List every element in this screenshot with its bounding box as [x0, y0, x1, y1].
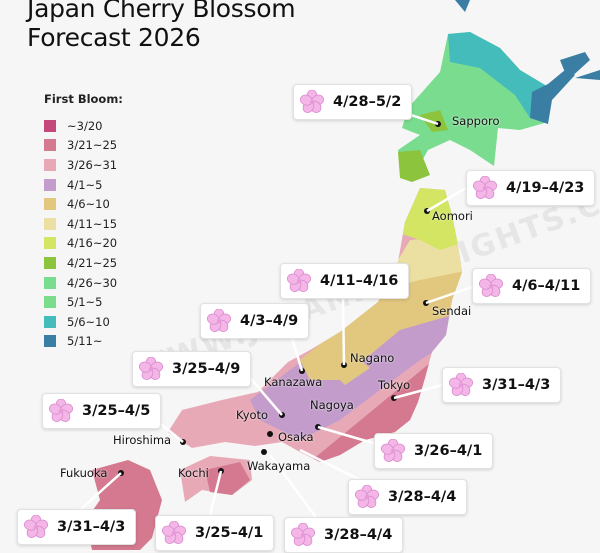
legend-label: 3/21~25 — [67, 138, 118, 153]
city-label: Osaka — [278, 430, 314, 444]
forecast-dates: 3/25–4/9 — [172, 361, 241, 377]
legend-item: 3/21~25 — [44, 136, 123, 156]
forecast-dates: 3/26–4/1 — [414, 443, 483, 459]
cherry-blossom-icon — [381, 439, 405, 462]
legend-label: 5/11~ — [67, 334, 103, 349]
forecast-dates: 4/6–4/11 — [512, 278, 581, 294]
cherry-blossom-icon — [162, 521, 186, 544]
legend-swatch — [44, 296, 56, 309]
page-title: Japan Cherry Blossom Forecast 2026 — [27, 0, 296, 52]
cherry-blossom-icon — [207, 309, 231, 332]
city-label: Nagoya — [310, 398, 354, 412]
forecast-callout: 3/31–4/3 — [442, 367, 562, 403]
legend-item: 4/26~30 — [44, 273, 123, 293]
legend-item: 4/16~20 — [44, 234, 123, 254]
legend-label: 4/26~30 — [67, 275, 118, 290]
forecast-callout: 4/19–4/23 — [466, 170, 596, 206]
forecast-callout: 3/26–4/1 — [374, 433, 494, 469]
city-label: Aomori — [432, 209, 473, 223]
legend-swatch — [44, 237, 56, 250]
forecast-dates: 3/28–4/4 — [324, 527, 393, 543]
legend-item: ~3/20 — [44, 116, 123, 136]
city-label: Nagano — [350, 351, 395, 365]
cherry-blossom-icon — [291, 523, 315, 546]
city-label: Sendai — [432, 304, 472, 318]
forecast-callout: 3/28–4/4 — [348, 479, 468, 515]
city-label: Kyoto — [236, 408, 269, 422]
forecast-dates: 3/25–4/1 — [195, 525, 264, 541]
cherry-blossom-icon — [287, 269, 311, 292]
legend-swatch — [44, 256, 56, 269]
legend-label: 4/16~20 — [67, 236, 118, 251]
legend-swatch — [44, 178, 56, 191]
legend-item: 5/1~5 — [44, 292, 123, 312]
legend-item: 4/1~5 — [44, 175, 123, 195]
forecast-callout: 3/25–4/5 — [42, 393, 162, 429]
legend-label: 5/6~10 — [67, 314, 110, 329]
cherry-blossom-icon — [139, 357, 163, 380]
legend-item: 3/26~31 — [44, 155, 123, 175]
city-label: Kochi — [178, 466, 209, 480]
legend-swatch — [44, 217, 56, 230]
cherry-blossom-icon — [479, 274, 503, 297]
forecast-callout: 4/11–4/16 — [280, 263, 410, 299]
legend-swatch — [44, 315, 56, 328]
forecast-dates: 4/11–4/16 — [320, 273, 399, 289]
legend-swatch — [44, 335, 56, 348]
cherry-blossom-icon — [49, 399, 73, 422]
legend: First Bloom: ~3/20 3/21~25 3/26~31 4/1~5 4/6… — [44, 92, 123, 351]
forecast-callout: 4/28–5/2 — [293, 84, 413, 120]
legend-swatch — [44, 158, 56, 171]
forecast-dates: 3/28–4/4 — [388, 489, 457, 505]
title-line-1: Japan Cherry Blossom — [27, 0, 296, 23]
legend-swatch — [44, 198, 56, 211]
legend-label: ~3/20 — [67, 118, 103, 133]
cherry-blossom-icon — [355, 485, 379, 508]
city-label: Hiroshima — [113, 433, 172, 447]
forecast-callout: 4/3–4/9 — [200, 303, 310, 339]
legend-item: 5/11~ — [44, 332, 123, 352]
forecast-dates: 4/3–4/9 — [240, 313, 299, 329]
forecast-callout: 3/28–4/4 — [284, 517, 404, 553]
legend-swatch — [44, 139, 56, 152]
forecast-callout: 4/6–4/11 — [472, 268, 592, 304]
legend-label: 4/11~15 — [67, 216, 118, 231]
city-label: Sapporo — [452, 114, 500, 128]
city-label: Tokyo — [378, 378, 411, 392]
legend-item: 4/11~15 — [44, 214, 123, 234]
legend-label: 3/26~31 — [67, 157, 118, 172]
title-line-2: Forecast 2026 — [27, 23, 201, 52]
legend-label: 4/6~10 — [67, 197, 110, 212]
forecast-callout: 3/25–4/9 — [132, 351, 252, 387]
legend-label: 4/21~25 — [67, 255, 118, 270]
legend-item: 4/6~10 — [44, 194, 123, 214]
forecast-callout: 3/25–4/1 — [155, 515, 275, 551]
legend-label: 4/1~5 — [67, 177, 103, 192]
forecast-callout: 3/31–4/3 — [17, 509, 137, 545]
legend-swatch — [44, 119, 56, 132]
cherry-blossom-icon — [300, 90, 324, 113]
cherry-blossom-icon — [473, 176, 497, 199]
city-label: Fukuoka — [60, 466, 108, 480]
city-label: Wakayama — [247, 459, 311, 473]
legend-item: 5/6~10 — [44, 312, 123, 332]
forecast-dates: 3/25–4/5 — [82, 403, 151, 419]
forecast-dates: 3/31–4/3 — [57, 519, 126, 535]
forecast-dates: 3/31–4/3 — [482, 377, 551, 393]
legend-item: 4/21~25 — [44, 253, 123, 273]
legend-title: First Bloom: — [44, 92, 123, 106]
forecast-dates: 4/19–4/23 — [506, 180, 585, 196]
forecast-dates: 4/28–5/2 — [333, 94, 402, 110]
legend-swatch — [44, 276, 56, 289]
legend-label: 5/1~5 — [67, 295, 103, 310]
cherry-blossom-icon — [449, 373, 473, 396]
cherry-blossom-icon — [24, 515, 48, 538]
city-label: Kanazawa — [264, 375, 323, 389]
